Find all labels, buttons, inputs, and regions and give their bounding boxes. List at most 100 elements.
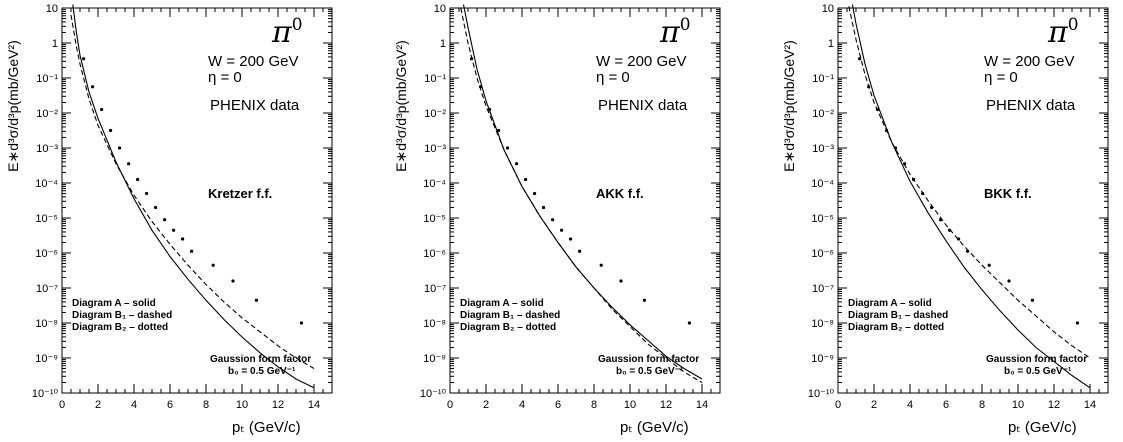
data-point	[1030, 298, 1034, 302]
data-point	[524, 177, 528, 182]
y-tick-label: 10	[434, 3, 446, 15]
data-point	[921, 191, 925, 196]
data-point	[619, 279, 623, 283]
data-point	[948, 228, 952, 232]
data-label: PHENIX data	[598, 97, 688, 114]
data-point	[506, 146, 510, 150]
chart-panel-1: 10 1 10⁻¹ 10⁻² 10⁻³ 10⁻⁴ 10⁻⁵ 10⁻⁶ 10⁻⁷ 10⁻⁸ 10⁻⁹ 1…	[5, 3, 333, 436]
eta-label: η = 0	[596, 69, 630, 86]
x-tick-label: 10	[236, 399, 248, 411]
data-point	[578, 249, 582, 253]
data-point	[957, 237, 961, 241]
data-point	[687, 321, 692, 325]
data-point	[91, 85, 95, 89]
data-point	[560, 228, 564, 232]
x-tick-label: 8	[591, 399, 597, 411]
data-point	[211, 263, 215, 267]
curve-diagram-b1	[848, 6, 1091, 359]
data-point	[82, 57, 86, 61]
data-label: PHENIX data	[986, 97, 1076, 114]
particle-label: π0	[1047, 15, 1079, 50]
curve-diagram-a	[851, 4, 1091, 389]
ff-label: BKK f.f.	[984, 186, 1032, 201]
particle-superscript: 0	[680, 15, 691, 35]
data-point	[885, 128, 889, 133]
data-point	[987, 263, 991, 267]
y-tick-label: 1	[440, 38, 446, 50]
eta-label: η = 0	[208, 69, 242, 86]
x-tick-label: 0	[447, 399, 453, 411]
data-point	[599, 263, 603, 267]
form-factor-label: Gaussion form factor	[210, 354, 311, 365]
data-point	[876, 107, 880, 112]
x-tick-label: 14	[308, 399, 320, 411]
x-tick-label: 12	[272, 399, 284, 411]
chart-panel-3: 10 1 10⁻¹ 10⁻² 10⁻³ 10⁻⁴ 10⁻⁵ 10⁻⁶ 10⁻⁷ 10⁻⁸ 10⁻⁹ 1…	[781, 3, 1109, 436]
curve-diagram-a	[462, 4, 703, 380]
x-tick-label: 6	[943, 399, 949, 411]
particle-label: π0	[659, 15, 691, 50]
y-tick-label: 10⁻⁶	[35, 248, 58, 260]
legend-entry: Diagram A – solid	[72, 298, 156, 309]
y-tick-label: 10⁻⁷	[812, 283, 834, 295]
data-point	[497, 128, 501, 133]
legend-entry: Diagram B₂ – dotted	[460, 322, 556, 333]
y-tick-label: 10⁻⁴	[35, 178, 58, 190]
x-tick-label: 6	[555, 399, 561, 411]
data-label: PHENIX data	[210, 97, 300, 114]
x-tick-label: 8	[979, 399, 985, 411]
curve-diagram-b1	[70, 14, 315, 369]
data-point	[470, 57, 474, 61]
form-factor-label: Gaussion form factor	[986, 354, 1087, 365]
y-axis-label: E∗d³σ/d³p(mb/GeV²)	[393, 40, 409, 172]
x-axis-label: pₜ (GeV/c)	[620, 419, 689, 436]
data-point	[118, 146, 122, 150]
x-tick-label: 14	[1084, 399, 1096, 411]
data-point	[231, 279, 235, 283]
particle-superscript: 0	[1068, 15, 1079, 35]
y-tick-label: 10⁻¹	[812, 73, 834, 85]
y-tick-label: 10⁻⁷	[36, 283, 58, 295]
y-tick-label: 10⁻⁹	[35, 353, 58, 365]
data-point	[190, 249, 194, 253]
data-point	[109, 128, 113, 133]
x-tick-label: 0	[835, 399, 841, 411]
data-point	[966, 249, 970, 253]
y-tick-label: 10⁻³	[424, 143, 446, 155]
y-tick-label: 10⁻³	[36, 143, 58, 155]
x-axis-label: pₜ (GeV/c)	[232, 419, 301, 436]
y-tick-label: 1	[828, 38, 834, 50]
x-tick-label: 10	[1012, 399, 1024, 411]
data-point	[154, 205, 158, 210]
data-point	[569, 237, 573, 241]
data-point	[930, 205, 934, 210]
legend-entry: Diagram B₂ – dotted	[72, 322, 168, 333]
y-tick-label: 10	[46, 3, 58, 15]
y-tick-label: 10⁻⁴	[423, 178, 446, 190]
y-tick-label: 10⁻¹	[424, 73, 446, 85]
data-point	[299, 321, 303, 325]
energy-label: W = 200 GeV	[208, 53, 298, 70]
x-tick-label: 2	[483, 399, 489, 411]
data-point	[100, 107, 104, 112]
y-axis-label: E∗d³σ/d³p(mb/GeV²)	[781, 40, 797, 172]
y-axis-label: E∗d³σ/d³p(mb/GeV²)	[5, 40, 21, 172]
data-point	[145, 191, 149, 196]
data-point	[515, 162, 519, 166]
y-tick-label: 10⁻⁴	[811, 178, 834, 190]
x-tick-label: 8	[203, 399, 209, 411]
data-point	[551, 218, 555, 222]
y-tick-label: 10⁻⁸	[811, 318, 834, 330]
y-tick-label: 10⁻²	[424, 108, 446, 120]
data-point	[642, 298, 647, 302]
data-point	[1075, 321, 1079, 325]
x-tick-label: 4	[131, 399, 137, 411]
y-tick-label: 10⁻⁶	[811, 248, 834, 260]
form-factor-label: Gaussion form factor	[598, 354, 699, 365]
y-tick-label: 10⁻¹	[36, 73, 58, 85]
data-point	[903, 162, 907, 166]
x-tick-label: 0	[59, 399, 65, 411]
y-tick-label: 10⁻³	[812, 143, 834, 155]
data-point	[912, 177, 916, 182]
data-point	[542, 205, 546, 210]
